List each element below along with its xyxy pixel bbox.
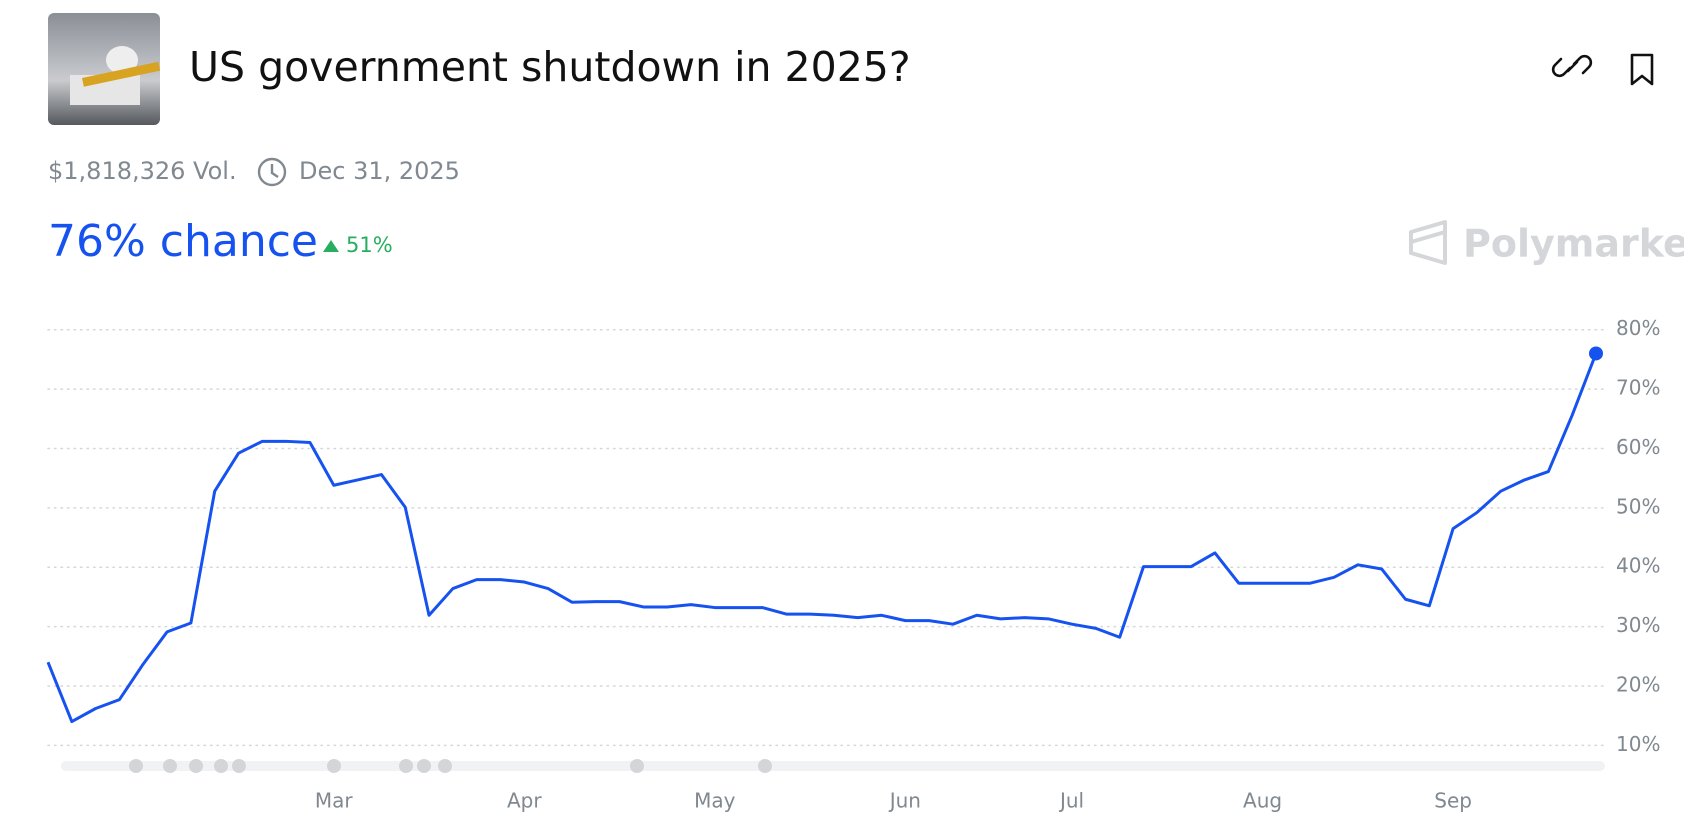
x-tick-label: Jun (888, 789, 921, 813)
end-date: Dec 31, 2025 (299, 157, 460, 185)
x-tick-label: Apr (507, 789, 542, 813)
last-point (1589, 346, 1603, 361)
title: US government shutdown in 2025? (189, 43, 911, 91)
y-tick-label: 60% (1616, 435, 1660, 459)
x-tick-label: Sep (1434, 789, 1472, 813)
link-button[interactable] (1551, 54, 1593, 78)
price-line (46, 352, 1598, 724)
thumbnail (48, 13, 161, 125)
up-arrow (323, 240, 339, 252)
y-tick-label: 40% (1616, 554, 1660, 578)
x-tick-label: May (694, 789, 736, 813)
y-tick-label: 10% (1616, 732, 1660, 756)
chance: 76% chance (48, 216, 318, 267)
event-track (61, 759, 1605, 773)
y-tick-label: 20% (1616, 672, 1660, 696)
brand-logo (1409, 220, 1447, 265)
volume: $1,818,326 Vol. (48, 157, 237, 185)
y-tick-label: 50% (1616, 494, 1660, 518)
x-tick-label: Aug (1243, 789, 1282, 813)
y-tick-label: 70% (1616, 376, 1660, 400)
x-tick-label: Mar (315, 789, 354, 813)
clock-icon (257, 157, 287, 187)
x-tick-label: Jul (1058, 789, 1084, 813)
change: 51% (346, 233, 393, 257)
y-tick-label: 30% (1616, 613, 1660, 637)
brand: Polymarket (1463, 222, 1684, 266)
bookmark-button[interactable] (1630, 53, 1654, 86)
y-tick-label: 80% (1616, 316, 1660, 340)
